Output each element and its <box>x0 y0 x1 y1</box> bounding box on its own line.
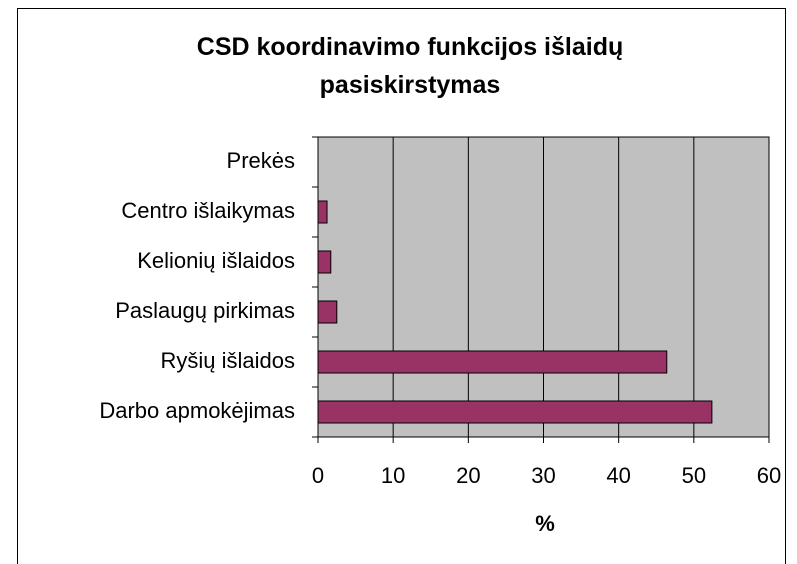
y-tick-label: Centro išlaikymas <box>121 198 295 223</box>
chart-title: CSD koordinavimo funkcijos išlaidų pasis… <box>196 33 624 99</box>
x-axis-label: % <box>535 511 555 536</box>
y-tick-label: Darbo apmokėjimas <box>99 398 295 423</box>
x-tick-label: 30 <box>531 463 555 488</box>
y-tick-label: Prekės <box>227 148 295 173</box>
x-tick-label: 40 <box>606 463 630 488</box>
bar <box>317 200 328 224</box>
x-tick-label: 50 <box>682 463 706 488</box>
bar <box>317 250 332 274</box>
y-tick-label: Ryšių išlaidos <box>161 348 296 373</box>
chart-border <box>17 8 786 564</box>
x-tick-label: 10 <box>381 463 405 488</box>
x-tick-label: 0 <box>312 463 324 488</box>
y-tick-label: Kelionių išlaidos <box>137 248 295 273</box>
x-tick-label: 20 <box>456 463 480 488</box>
bar <box>317 350 668 374</box>
bar <box>317 400 713 424</box>
y-tick-label: Paslaugų pirkimas <box>115 298 295 323</box>
x-tick-label: 60 <box>757 463 781 488</box>
bar <box>317 300 338 324</box>
